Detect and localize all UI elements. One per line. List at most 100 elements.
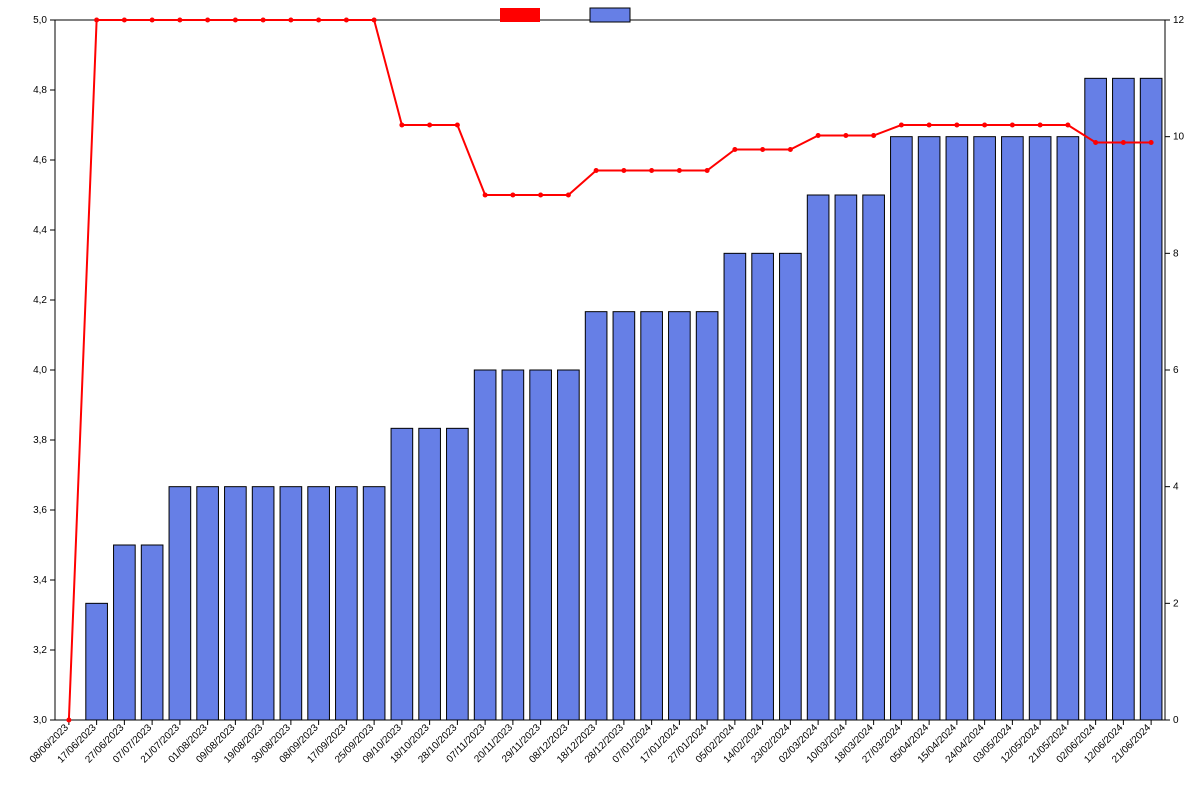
bar: [724, 253, 746, 720]
line-marker: [788, 147, 793, 152]
line-marker: [899, 123, 904, 128]
y-left-tick-label: 3,8: [33, 435, 47, 446]
y-left-tick-label: 3,6: [33, 505, 47, 516]
line-marker: [122, 18, 127, 23]
bar: [530, 370, 552, 720]
bar: [280, 487, 302, 720]
line-marker: [816, 133, 821, 138]
bar: [474, 370, 496, 720]
bar: [752, 253, 774, 720]
line-marker: [372, 18, 377, 23]
line-marker: [66, 718, 71, 723]
line-marker: [1149, 140, 1154, 145]
line-marker: [594, 168, 599, 173]
y-right-tick-label: 12: [1173, 15, 1185, 26]
line-marker: [1010, 123, 1015, 128]
bar: [696, 312, 718, 720]
line-marker: [94, 18, 99, 23]
bar: [114, 545, 136, 720]
line-marker: [621, 168, 626, 173]
y-right-tick-label: 0: [1173, 715, 1179, 726]
y-right-tick-label: 4: [1173, 482, 1179, 493]
bar: [336, 487, 358, 720]
bar: [1113, 78, 1135, 720]
line-marker: [566, 193, 571, 198]
y-right-tick-label: 6: [1173, 365, 1179, 376]
y-left-tick-label: 5,0: [33, 15, 47, 26]
y-left-tick-label: 3,4: [33, 575, 47, 586]
bar: [447, 428, 469, 720]
line-marker: [1065, 123, 1070, 128]
line-marker: [677, 168, 682, 173]
line-marker: [150, 18, 155, 23]
line-marker: [288, 18, 293, 23]
legend-swatch-bar: [590, 8, 630, 22]
bar: [86, 603, 108, 720]
bar: [863, 195, 885, 720]
line-marker: [399, 123, 404, 128]
line-marker: [427, 123, 432, 128]
bar: [669, 312, 691, 720]
line-marker: [1038, 123, 1043, 128]
y-left-tick-label: 3,2: [33, 645, 47, 656]
line-marker: [649, 168, 654, 173]
y-right-tick-label: 8: [1173, 248, 1179, 259]
line-marker: [954, 123, 959, 128]
line-marker: [455, 123, 460, 128]
bar: [891, 137, 913, 720]
bar: [558, 370, 580, 720]
bar: [1002, 137, 1024, 720]
line-marker: [982, 123, 987, 128]
bar: [197, 487, 219, 720]
y-left-tick-label: 3,0: [33, 715, 47, 726]
line-marker: [510, 193, 515, 198]
legend-swatch-line: [500, 8, 540, 22]
combo-chart: 3,0 3,2 3,4 3,6 3,8 4,0 4,2 4,4 4,6 4,8 5,0 0 2 4 6 8 10…: [0, 0, 1200, 800]
bar: [1057, 137, 1079, 720]
bar: [169, 487, 191, 720]
bar: [613, 312, 635, 720]
line-marker: [1121, 140, 1126, 145]
bar: [780, 253, 802, 720]
bar: [308, 487, 330, 720]
line-marker: [177, 18, 182, 23]
chart-svg: 3,0 3,2 3,4 3,6 3,8 4,0 4,2 4,4 4,6 4,8 5,0 0 2 4 6 8 10…: [0, 0, 1200, 800]
line-marker: [927, 123, 932, 128]
bar: [585, 312, 607, 720]
bar: [391, 428, 413, 720]
y-left-tick-label: 4,2: [33, 295, 47, 306]
bar: [363, 487, 385, 720]
bar: [641, 312, 663, 720]
bar: [141, 545, 163, 720]
bar: [252, 487, 274, 720]
line-marker: [871, 133, 876, 138]
line-marker: [732, 147, 737, 152]
y-left-tick-label: 4,4: [33, 225, 47, 236]
y-left-tick-label: 4,0: [33, 365, 47, 376]
bar: [807, 195, 829, 720]
bar: [1029, 137, 1051, 720]
line-marker: [760, 147, 765, 152]
bar: [1140, 78, 1162, 720]
bar: [1085, 78, 1107, 720]
line-marker: [344, 18, 349, 23]
line-marker: [316, 18, 321, 23]
y-right-tick-label: 2: [1173, 598, 1179, 609]
bar: [918, 137, 940, 720]
line-marker: [705, 168, 710, 173]
line-marker: [205, 18, 210, 23]
y-right-tick-label: 10: [1173, 132, 1185, 143]
y-left-tick-label: 4,8: [33, 85, 47, 96]
line-marker: [538, 193, 543, 198]
line-marker: [1093, 140, 1098, 145]
bar: [502, 370, 524, 720]
bar: [974, 137, 996, 720]
line-marker: [483, 193, 488, 198]
bar: [419, 428, 441, 720]
bar: [225, 487, 247, 720]
line-marker: [261, 18, 266, 23]
y-left-tick-label: 4,6: [33, 155, 47, 166]
line-marker: [843, 133, 848, 138]
bar: [835, 195, 857, 720]
line-marker: [233, 18, 238, 23]
